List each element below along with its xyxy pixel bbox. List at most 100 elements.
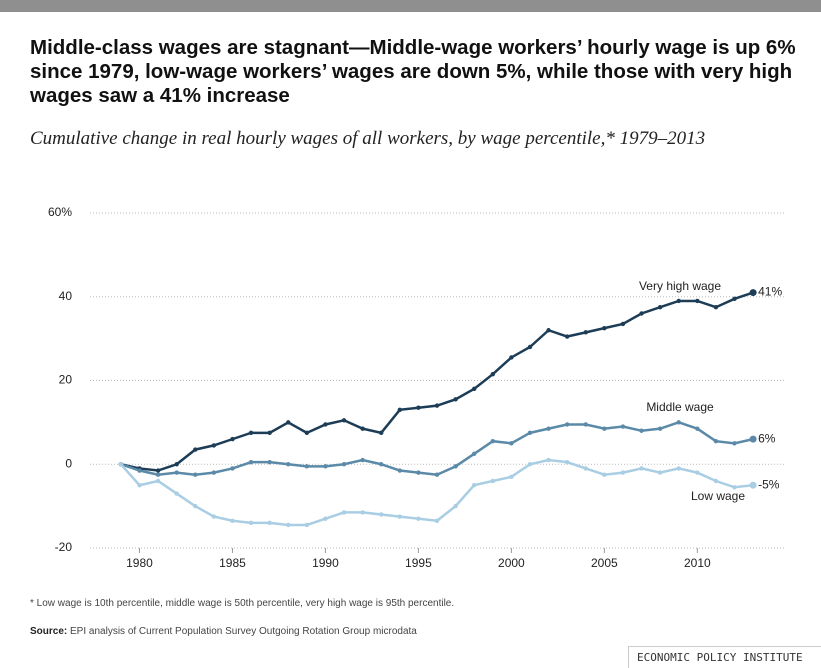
point <box>509 474 514 480</box>
point <box>416 516 421 521</box>
point <box>230 466 235 471</box>
point <box>713 478 719 484</box>
point <box>471 451 477 456</box>
series-line <box>120 291 754 472</box>
point <box>434 403 440 408</box>
series-label: Middle wage <box>646 400 714 414</box>
point <box>639 428 644 433</box>
point <box>453 464 458 469</box>
point <box>471 482 477 488</box>
point <box>657 470 663 475</box>
point <box>639 466 644 471</box>
point <box>137 468 142 473</box>
source-text: EPI analysis of Current Population Surve… <box>70 626 417 637</box>
point <box>211 443 217 448</box>
point <box>434 472 440 477</box>
point <box>248 430 254 436</box>
point <box>360 457 365 463</box>
point <box>397 514 403 519</box>
x-tick-label: 2005 <box>591 556 618 570</box>
point <box>267 520 272 526</box>
point <box>416 470 421 475</box>
point <box>713 305 719 310</box>
point <box>732 441 737 446</box>
point <box>286 420 291 425</box>
y-tick-label: 20 <box>59 373 73 387</box>
y-tick-label: -20 <box>55 540 73 554</box>
x-tick-label: 1985 <box>219 556 246 570</box>
point <box>657 426 663 431</box>
point <box>676 298 681 304</box>
point <box>416 405 421 410</box>
point <box>193 503 198 509</box>
end-label: 6% <box>758 431 776 445</box>
point <box>602 472 607 477</box>
point <box>323 464 328 469</box>
end-label: 41% <box>758 285 782 299</box>
end-point <box>749 481 757 489</box>
series-label: Very high wage <box>639 279 721 293</box>
point <box>155 472 161 477</box>
point <box>732 296 737 302</box>
point <box>695 298 700 304</box>
point <box>360 510 365 515</box>
series-label: Low wage <box>691 489 745 503</box>
point <box>620 321 626 327</box>
point <box>453 397 458 402</box>
point <box>490 439 495 444</box>
point <box>379 430 384 436</box>
point <box>248 459 254 465</box>
y-tick-label: 60% <box>48 205 72 219</box>
point <box>137 482 142 488</box>
point <box>267 430 272 436</box>
point <box>676 420 681 425</box>
point <box>248 520 254 526</box>
x-tick-label: 2010 <box>684 556 711 570</box>
source-label: Source: <box>30 626 68 637</box>
point <box>304 522 310 528</box>
point <box>341 510 347 515</box>
chart-subtitle: Cumulative change in real hourly wages o… <box>30 128 706 149</box>
point <box>713 439 719 444</box>
publisher: ECONOMIC POLICY INSTITUTE <box>628 646 821 668</box>
point <box>564 422 570 427</box>
point <box>620 424 626 429</box>
point <box>676 466 681 471</box>
x-tick-label: 1990 <box>312 556 339 570</box>
top-bar <box>0 0 821 12</box>
point <box>602 426 607 431</box>
point <box>509 355 514 360</box>
point <box>453 503 458 509</box>
point <box>695 470 700 475</box>
point <box>583 422 588 427</box>
point <box>527 344 533 350</box>
point <box>211 514 217 519</box>
point <box>304 430 310 436</box>
series-line <box>119 458 754 527</box>
source: Source: EPI analysis of Current Populati… <box>30 626 417 637</box>
x-tick-label: 1995 <box>405 556 432 570</box>
point <box>695 426 700 431</box>
point <box>509 441 514 446</box>
series-line <box>120 421 754 476</box>
point <box>174 470 179 475</box>
point <box>397 407 403 413</box>
point <box>193 472 198 477</box>
point <box>174 462 179 467</box>
point <box>211 470 217 475</box>
x-tick-label: 2000 <box>498 556 525 570</box>
point <box>490 372 495 377</box>
point <box>286 522 291 528</box>
point <box>657 305 663 310</box>
point <box>583 330 588 335</box>
point <box>230 518 235 523</box>
point <box>602 325 607 331</box>
point <box>546 457 551 463</box>
point <box>341 418 347 423</box>
y-tick-label: 40 <box>59 289 73 303</box>
point <box>286 462 291 467</box>
point <box>193 447 198 452</box>
point <box>583 466 588 471</box>
point <box>620 470 626 475</box>
